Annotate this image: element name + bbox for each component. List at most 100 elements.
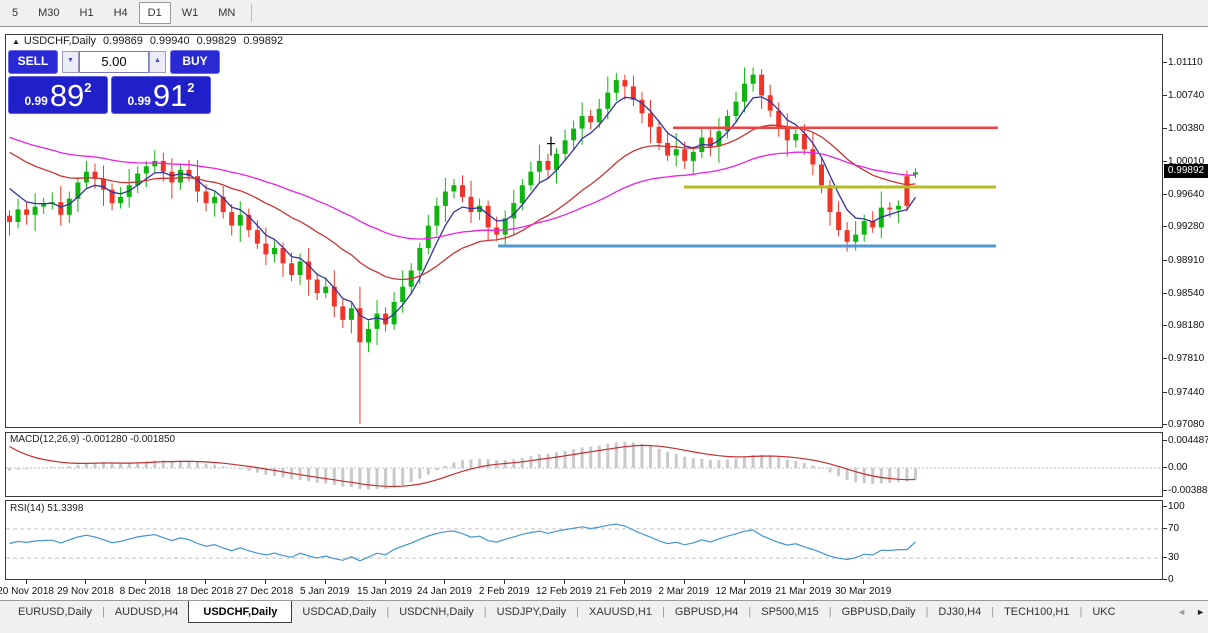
tab-separator: | [386, 606, 390, 618]
price-axis-label: 0.98910 [1168, 254, 1205, 266]
tab-separator: | [576, 606, 579, 618]
date-label: 21 Feb 2019 [595, 586, 652, 597]
tab-usdchf-daily[interactable]: USDCHF,Daily [188, 601, 293, 623]
volume-increase-button[interactable]: ▲ [149, 50, 166, 73]
buy-price-button[interactable]: 0.99 91 2 [111, 76, 211, 114]
rsi-axis-label: 70 [1168, 522, 1180, 534]
chart-window: ▲ USDCHF,Daily 0.99869 0.99940 0.99829 0.9989… [0, 27, 1208, 600]
tab-usdcad-daily[interactable]: USDCAD,Daily [302, 606, 377, 618]
tab-separator: | [748, 606, 752, 618]
one-click-trading-panel: SELL ▼ ▲ BUY 0.99 89 2 0.99 91 2 [8, 49, 220, 114]
tab-dj30-h4[interactable]: DJ30,H4 [938, 606, 982, 618]
axis-tick [1163, 358, 1167, 360]
tab-separator: | [1079, 606, 1083, 618]
rsi-indicator-plot[interactable] [5, 500, 1163, 580]
tab-gbpusd-h4[interactable]: GBPUSD,H4 [674, 606, 739, 618]
tab-ukc[interactable]: UKC [1092, 606, 1116, 618]
axis-tick [1163, 259, 1167, 261]
tab-scroll-right-icon[interactable]: ► [1196, 607, 1205, 617]
date-axis-tick [803, 580, 805, 584]
price-axis-label: 1.01110 [1168, 57, 1203, 68]
candlestick-chart[interactable] [6, 35, 1162, 427]
tab-tech100-h1[interactable]: TECH100,H1 [1004, 606, 1070, 618]
price-axis-label: 0.99280 [1168, 221, 1205, 233]
timeframe-h1[interactable]: H1 [79, 7, 94, 19]
date-label: 18 Dec 2018 [176, 586, 234, 597]
timeframe-w1[interactable]: W1 [181, 7, 199, 19]
chart-symbol-header: ▲ USDCHF,Daily 0.99869 0.99940 0.99829 0.9989… [12, 35, 283, 47]
date-axis-tick [743, 580, 745, 584]
date-axis-tick [564, 580, 566, 584]
price-axis-label: 0.97080 [1168, 419, 1205, 430]
buy-price-prefix: 0.99 [127, 94, 151, 108]
macd-chart[interactable] [6, 433, 1162, 496]
date-axis-tick [264, 580, 266, 584]
axis-tick [1163, 127, 1167, 129]
rsi-axis-label: 30 [1168, 552, 1180, 564]
timeframe-5[interactable]: 5 [12, 7, 19, 19]
axis-tick [1163, 160, 1167, 162]
current-price-tag: 0.99892 [1164, 164, 1208, 179]
ohlc-close: 0.99892 [243, 35, 284, 47]
price-axis-label: 0.99640 [1168, 189, 1205, 201]
axis-tick [1163, 292, 1167, 294]
axis-tick [1163, 557, 1167, 559]
macd-indicator-plot[interactable] [5, 432, 1163, 497]
axis-tick [1163, 325, 1167, 327]
chevron-up-icon: ▲ [154, 56, 161, 64]
date-label: 24 Jan 2019 [416, 586, 472, 597]
axis-tick [1163, 527, 1167, 529]
tab-scroll-buttons: ◄ ► [1171, 607, 1205, 617]
date-axis-tick [504, 580, 506, 584]
sell-price-button[interactable]: 0.99 89 2 [8, 76, 108, 114]
date-label: 8 Dec 2018 [119, 586, 171, 597]
axis-tick [1163, 440, 1167, 442]
axis-tick [1163, 467, 1167, 468]
date-label: 2 Mar 2019 [658, 586, 709, 597]
timeframe-mn[interactable]: MN [218, 7, 236, 19]
tab-sp500-m15[interactable]: SP500,M15 [761, 606, 819, 618]
volume-input[interactable] [79, 50, 149, 73]
sell-price-pip: 2 [84, 80, 92, 95]
tab-eurusd-daily[interactable]: EURUSD,Daily [18, 606, 92, 618]
date-label: 12 Feb 2019 [535, 586, 593, 597]
buy-price-main: 91 [152, 78, 188, 113]
date-axis-tick [324, 580, 326, 584]
ohlc-high: 0.99940 [149, 35, 190, 47]
tab-scroll-left-icon[interactable]: ◄ [1177, 607, 1187, 617]
date-label: 20 Nov 2018 [0, 586, 54, 597]
volume-decrease-button[interactable]: ▼ [62, 50, 79, 73]
axis-tick [1163, 95, 1167, 97]
date-axis-tick [205, 580, 207, 584]
timeframe-m30[interactable]: M30 [38, 7, 60, 19]
price-axis-label: 0.98180 [1168, 320, 1205, 332]
tab-usdcnh-daily[interactable]: USDCNH,Daily [399, 606, 474, 618]
sell-button[interactable]: SELL [8, 49, 58, 74]
date-label: 30 Mar 2019 [835, 586, 892, 597]
axis-tick [1163, 490, 1167, 492]
axis-tick [1163, 506, 1167, 507]
tab-xauusd-h1[interactable]: XAUUSD,H1 [588, 606, 652, 618]
tab-audusd-h4[interactable]: AUDUSD,H4 [114, 606, 179, 618]
axis-tick [1163, 226, 1167, 228]
timeframe-d1[interactable]: D1 [138, 2, 171, 24]
tab-separator: | [991, 606, 995, 618]
date-axis-tick [444, 580, 446, 584]
timeframe-toolbar: 5 M30 H1 H4 D1 W1 MN [0, 0, 1208, 27]
timeframe-h4[interactable]: H4 [113, 7, 128, 19]
ohlc-low: 0.99829 [196, 35, 237, 47]
tab-separator: | [483, 606, 487, 618]
buy-button[interactable]: BUY [170, 49, 220, 74]
rsi-chart[interactable] [6, 501, 1162, 579]
collapse-triangle-icon[interactable]: ▲ [12, 37, 20, 46]
tab-gbpusd-daily[interactable]: GBPUSD,Daily [841, 606, 916, 618]
tab-usdjpy-daily[interactable]: USDJPY,Daily [496, 606, 567, 618]
date-label: 12 Mar 2019 [715, 586, 772, 597]
chevron-down-icon: ▼ [67, 56, 74, 64]
ohlc-open: 0.99869 [103, 35, 143, 47]
tab-separator: | [828, 606, 832, 618]
sell-price-prefix: 0.99 [24, 94, 48, 108]
rsi-axis-label: 100 [1168, 501, 1185, 512]
date-axis-tick [145, 580, 147, 584]
date-axis-tick [623, 580, 625, 584]
